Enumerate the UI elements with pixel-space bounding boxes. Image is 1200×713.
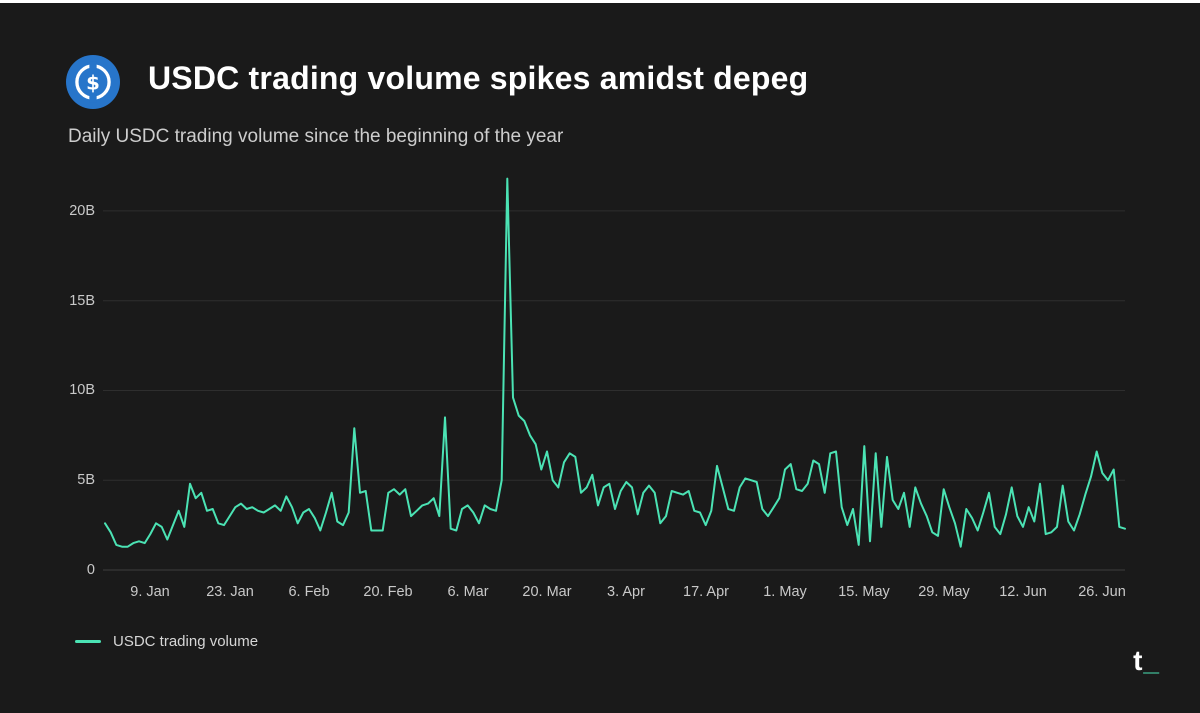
legend-label: USDC trading volume	[113, 633, 259, 650]
page-title: USDC trading volume spikes amidst depeg	[148, 60, 809, 96]
dollar-icon: $	[86, 71, 100, 94]
brand-t: t	[1133, 645, 1144, 676]
y-axis-label: 15B	[69, 292, 95, 309]
x-axis-label: 15. May	[838, 584, 890, 600]
x-axis-label: 3. Apr	[607, 584, 645, 600]
x-axis-label: 23. Jan	[206, 584, 254, 600]
x-axis-label: 29. May	[918, 584, 970, 600]
x-axis-label: 6. Mar	[447, 584, 489, 600]
legend-swatch	[75, 640, 101, 643]
y-axis-label: 20B	[69, 202, 95, 219]
x-axis-label: 12. Jun	[999, 584, 1047, 600]
x-axis-label: 6. Feb	[288, 584, 330, 600]
x-axis-label: 1. May	[763, 584, 807, 600]
legend-item[interactable]: USDC trading volume	[75, 633, 258, 650]
usdc-logo-icon: $	[66, 55, 120, 109]
y-axis-label: 10B	[69, 382, 95, 399]
brand-logo: t_	[1133, 645, 1160, 677]
y-axis-label: 0	[86, 562, 95, 578]
brand-underscore: _	[1143, 645, 1160, 676]
x-axis-label: 17. Apr	[683, 584, 729, 600]
x-axis-label: 20. Mar	[522, 584, 572, 600]
x-axis-label: 9. Jan	[130, 584, 170, 600]
x-axis-label: 26. Jun	[1078, 584, 1126, 600]
chart-subtitle: Daily USDC trading volume since the begi…	[68, 126, 564, 147]
x-axis-label: 20. Feb	[363, 584, 413, 600]
top-border	[0, 0, 1200, 3]
y-axis-label: 5B	[77, 472, 95, 489]
